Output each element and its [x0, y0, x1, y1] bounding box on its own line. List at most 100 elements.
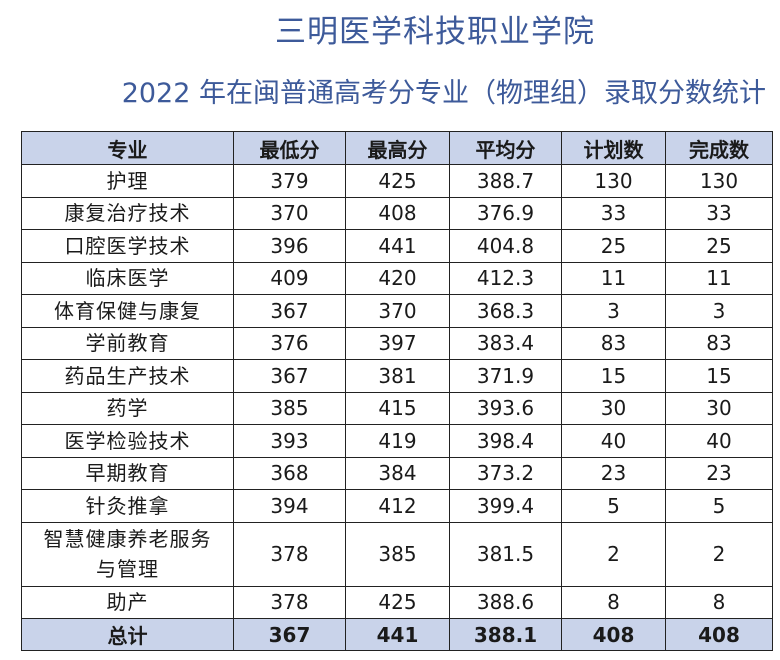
cell-max-score: 425 — [345, 585, 450, 619]
cell-avg-score: 383.4 — [449, 326, 562, 360]
cell-plan-count: 8 — [561, 585, 666, 619]
cell-max-score: 420 — [345, 261, 450, 295]
cell-min-score: 396 — [233, 229, 346, 263]
cell-plan-count: 23 — [561, 456, 666, 490]
cell-done-count: 11 — [665, 261, 773, 295]
cell-avg-score: 368.3 — [449, 294, 562, 328]
cell-done-count: 23 — [665, 456, 773, 490]
cell-min-score: 379 — [233, 164, 346, 198]
table-row: 口腔医学技术 396 441 404.8 25 25 — [21, 229, 773, 263]
cell-major: 药品生产技术 — [21, 359, 234, 393]
cell-plan-count: 15 — [561, 359, 666, 393]
cell-done-count: 83 — [665, 326, 773, 360]
cell-min-score: 376 — [233, 326, 346, 360]
cell-major: 口腔医学技术 — [21, 229, 234, 263]
table-row: 药品生产技术 367 381 371.9 15 15 — [21, 359, 773, 393]
cell-plan-count: 11 — [561, 261, 666, 295]
total-max-score: 441 — [345, 618, 450, 651]
total-plan-count: 408 — [561, 618, 666, 651]
cell-avg-score: 404.8 — [449, 229, 562, 263]
cell-min-score: 393 — [233, 424, 346, 458]
cell-major-line: 与管理 — [96, 557, 159, 581]
cell-avg-score: 371.9 — [449, 359, 562, 393]
cell-max-score: 419 — [345, 424, 450, 458]
cell-avg-score: 381.5 — [449, 521, 562, 587]
table-row: 针灸推拿 394 412 399.4 5 5 — [21, 489, 773, 523]
admission-score-table: 专业 最低分 最高分 平均分 计划数 完成数 护理 379 425 388.7 130 1… — [21, 131, 773, 651]
cell-done-count: 30 — [665, 391, 773, 425]
cell-major: 护理 — [21, 164, 234, 198]
cell-done-count: 5 — [665, 489, 773, 523]
cell-done-count: 8 — [665, 585, 773, 619]
total-label: 总计 — [21, 618, 234, 651]
cell-avg-score: 388.7 — [449, 164, 562, 198]
table-row: 助产 378 425 388.6 8 8 — [21, 585, 773, 619]
cell-done-count: 33 — [665, 196, 773, 230]
cell-plan-count: 25 — [561, 229, 666, 263]
cell-avg-score: 376.9 — [449, 196, 562, 230]
cell-max-score: 415 — [345, 391, 450, 425]
cell-max-score: 408 — [345, 196, 450, 230]
table-row: 早期教育 368 384 373.2 23 23 — [21, 456, 773, 490]
table-row: 护理 379 425 388.7 130 130 — [21, 164, 773, 198]
table-row: 药学 385 415 393.6 30 30 — [21, 391, 773, 425]
cell-avg-score: 393.6 — [449, 391, 562, 425]
cell-avg-score: 398.4 — [449, 424, 562, 458]
cell-done-count: 130 — [665, 164, 773, 198]
cell-max-score: 370 — [345, 294, 450, 328]
cell-max-score: 385 — [345, 521, 450, 587]
total-row: 总计 367 441 388.1 408 408 — [21, 618, 773, 651]
cell-plan-count: 2 — [561, 521, 666, 587]
cell-plan-count: 83 — [561, 326, 666, 360]
header-max-score: 最高分 — [345, 131, 450, 165]
cell-major: 学前教育 — [21, 326, 234, 360]
page-title: 三明医学科技职业学院 — [275, 14, 595, 50]
header-plan-count: 计划数 — [561, 131, 666, 165]
cell-min-score: 394 — [233, 489, 346, 523]
cell-major: 体育保健与康复 — [21, 294, 234, 328]
cell-avg-score: 388.6 — [449, 585, 562, 619]
table-row: 医学检验技术 393 419 398.4 40 40 — [21, 424, 773, 458]
cell-done-count: 40 — [665, 424, 773, 458]
cell-plan-count: 30 — [561, 391, 666, 425]
cell-major: 药学 — [21, 391, 234, 425]
cell-major: 助产 — [21, 585, 234, 619]
cell-min-score: 367 — [233, 359, 346, 393]
cell-done-count: 2 — [665, 521, 773, 587]
table-header-row: 专业 最低分 最高分 平均分 计划数 完成数 — [21, 131, 773, 165]
cell-done-count: 15 — [665, 359, 773, 393]
cell-min-score: 367 — [233, 294, 346, 328]
cell-major: 临床医学 — [21, 261, 234, 295]
cell-min-score: 385 — [233, 391, 346, 425]
cell-major: 针灸推拿 — [21, 489, 234, 523]
cell-min-score: 378 — [233, 585, 346, 619]
cell-max-score: 412 — [345, 489, 450, 523]
cell-plan-count: 130 — [561, 164, 666, 198]
cell-min-score: 378 — [233, 521, 346, 587]
cell-done-count: 3 — [665, 294, 773, 328]
cell-min-score: 370 — [233, 196, 346, 230]
cell-major: 康复治疗技术 — [21, 196, 234, 230]
cell-major: 智慧健康养老服务 与管理 — [21, 521, 234, 587]
cell-avg-score: 399.4 — [449, 489, 562, 523]
header-done-count: 完成数 — [665, 131, 773, 165]
table-row: 学前教育 376 397 383.4 83 83 — [21, 326, 773, 360]
cell-avg-score: 412.3 — [449, 261, 562, 295]
cell-max-score: 425 — [345, 164, 450, 198]
cell-avg-score: 373.2 — [449, 456, 562, 490]
cell-max-score: 381 — [345, 359, 450, 393]
page-subtitle: 2022 年在闽普通高考分专业（物理组）录取分数统计 — [121, 78, 766, 109]
total-min-score: 367 — [233, 618, 346, 651]
cell-plan-count: 33 — [561, 196, 666, 230]
cell-min-score: 368 — [233, 456, 346, 490]
cell-plan-count: 40 — [561, 424, 666, 458]
header-min-score: 最低分 — [233, 131, 346, 165]
cell-max-score: 384 — [345, 456, 450, 490]
table-row: 体育保健与康复 367 370 368.3 3 3 — [21, 294, 773, 328]
cell-major: 医学检验技术 — [21, 424, 234, 458]
total-done-count: 408 — [665, 618, 773, 651]
table-row: 康复治疗技术 370 408 376.9 33 33 — [21, 196, 773, 230]
table-row: 智慧健康养老服务 与管理 378 385 381.5 2 2 — [21, 521, 773, 587]
header-major: 专业 — [21, 131, 234, 165]
cell-plan-count: 3 — [561, 294, 666, 328]
